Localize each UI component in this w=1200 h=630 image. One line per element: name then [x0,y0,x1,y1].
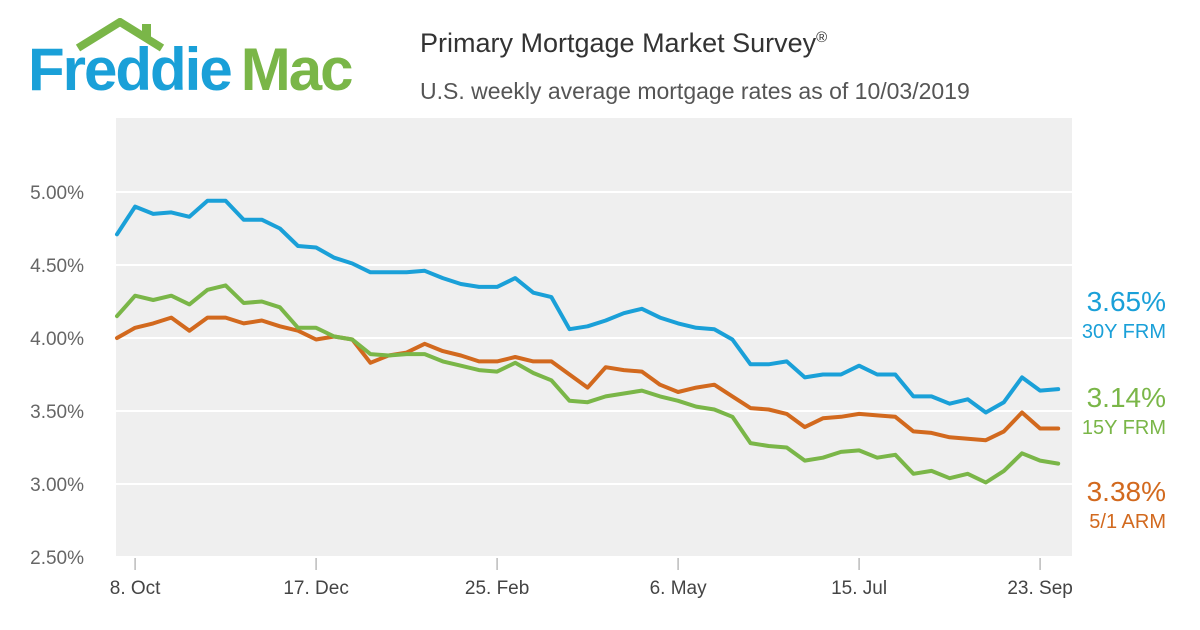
series-line-5-1-arm [115,315,1061,443]
registered-mark: ® [816,29,828,46]
freddie-mac-logo: Freddie Mac [28,18,388,108]
y-tick-label: 3.50% [30,402,84,423]
x-tick-label: 17. Dec [283,578,348,599]
y-tick-label: 4.00% [30,329,84,350]
y-tick-label: 2.50% [30,548,84,569]
grid-lines [116,191,1072,558]
logo-freddie-text: Freddie [28,36,233,103]
end-label-30y: 3.65% 30Y FRM [1081,286,1166,343]
x-tick-label: 23. Sep [1007,578,1073,599]
y-tick-label: 4.50% [30,256,84,277]
chart-subtitle: U.S. weekly average mortgage rates as of… [420,78,970,104]
series-lines [115,198,1061,485]
end-value-arm: 3.38% [1086,476,1166,507]
end-name-30y: 30Y FRM [1081,321,1166,343]
house-roof-icon [75,18,165,52]
end-name-arm: 5/1 ARM [1089,511,1166,533]
series-line-30y-frm [115,198,1061,415]
x-tick-label: 6. May [650,578,708,599]
chart-title-text: Primary Mortgage Market Survey [420,28,817,58]
series-line-15y-frm [115,283,1061,485]
end-label-arm: 3.38% 5/1 ARM [1086,476,1166,533]
end-name-15y: 15Y FRM [1081,417,1166,439]
end-value-30y: 3.65% [1086,286,1166,317]
x-tick-label: 8. Oct [110,578,161,599]
x-tick-label: 15. Jul [831,578,887,599]
end-value-15y: 3.14% [1086,382,1166,413]
x-axis-ticks: 8. Oct 17. Dec 25. Feb 6. May 15. Jul 23. Sep [110,558,1073,599]
y-tick-label: 5.00% [30,183,84,204]
x-tick-label: 25. Feb [465,578,529,599]
end-label-15y: 3.14% 15Y FRM [1081,382,1166,439]
chart-title: Primary Mortgage Market Survey® [420,28,827,59]
logo-wordmark: Freddie Mac [28,40,353,100]
logo-mac-text: Mac [240,36,354,103]
y-axis-ticks: 2.50% 3.00% 3.50% 4.00% 4.50% 5.00% [30,183,84,569]
y-tick-label: 3.00% [30,475,84,496]
